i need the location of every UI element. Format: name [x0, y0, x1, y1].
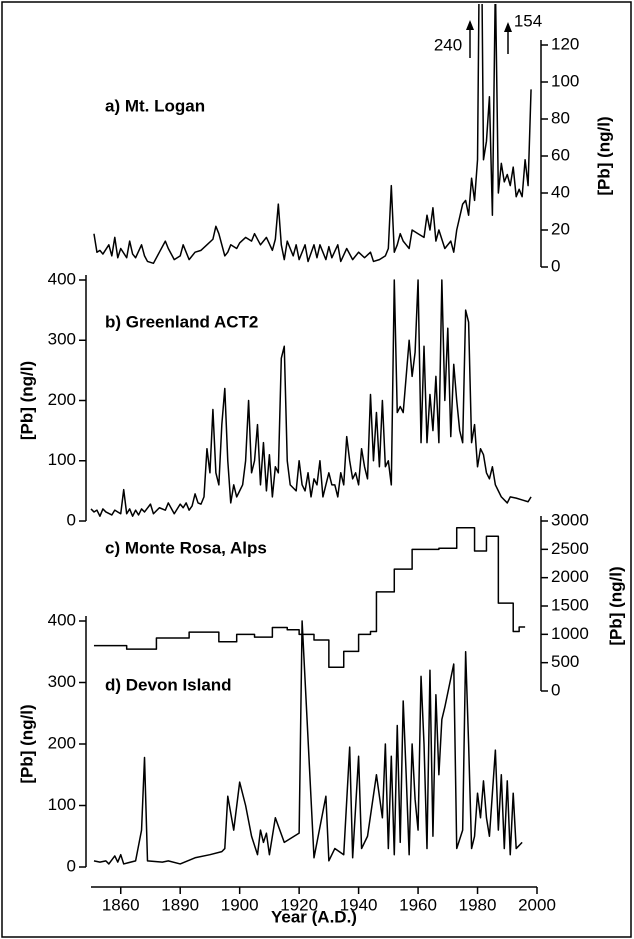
y-tick-label: 60	[551, 145, 570, 164]
x-tick-label: 1940	[340, 895, 378, 914]
panel-title: d) Devon Island	[105, 675, 232, 694]
y-tick-label: 1500	[551, 595, 589, 614]
y-tick-label: 500	[551, 652, 579, 671]
y-tick-label: 300	[48, 672, 76, 691]
arrow-head	[466, 20, 474, 30]
y-tick-label: 400	[48, 269, 76, 288]
y-tick-label: 1000	[551, 624, 589, 643]
panel-title: b) Greenland ACT2	[105, 312, 258, 331]
y-tick-label: 2500	[551, 539, 589, 558]
y-tick-label: 100	[48, 795, 76, 814]
x-tick-label: 1980	[459, 895, 497, 914]
panel-title: c) Monte Rosa, Alps	[105, 538, 267, 557]
y-axis-label: [Pb] (ng/l)	[594, 116, 613, 195]
x-tick-label: 1960	[399, 895, 437, 914]
y-tick-label: 0	[551, 256, 560, 275]
y-tick-label: 2000	[551, 567, 589, 586]
x-tick-label: 1860	[102, 895, 140, 914]
annotation: 240	[434, 35, 462, 54]
y-tick-label: 300	[48, 330, 76, 349]
annotation: 154	[514, 11, 542, 30]
y-tick-label: 400	[48, 610, 76, 629]
data-line	[93, 620, 523, 865]
y-axis-label: [Pb] (ng/l)	[17, 361, 36, 440]
y-tick-label: 40	[551, 182, 570, 201]
y-tick-label: 100	[551, 71, 579, 90]
x-tick-label: 1920	[280, 895, 318, 914]
x-tick-label: 2000	[518, 895, 556, 914]
y-tick-label: 120	[551, 34, 579, 53]
arrow-head	[504, 22, 512, 32]
y-tick-label: 100	[48, 450, 76, 469]
y-tick-label: 20	[551, 219, 570, 238]
y-tick-label: 0	[67, 856, 76, 875]
data-line	[90, 279, 532, 517]
y-axis-label: [Pb] (ng/l)	[606, 566, 625, 645]
y-tick-label: 80	[551, 108, 570, 127]
data-line	[93, 4, 532, 265]
x-tick-label: 1900	[221, 895, 259, 914]
y-axis-label: [Pb] (ng/l)	[17, 704, 36, 783]
y-tick-label: 200	[48, 390, 76, 409]
y-tick-label: 0	[551, 680, 560, 699]
y-tick-label: 200	[48, 733, 76, 752]
y-tick-label: 3000	[551, 510, 589, 529]
x-tick-label: 1890	[161, 895, 199, 914]
data-line	[93, 527, 526, 668]
panel-title: a) Mt. Logan	[105, 96, 205, 115]
y-tick-label: 0	[67, 510, 76, 529]
x-axis-label: Year (A.D.)	[271, 907, 357, 926]
